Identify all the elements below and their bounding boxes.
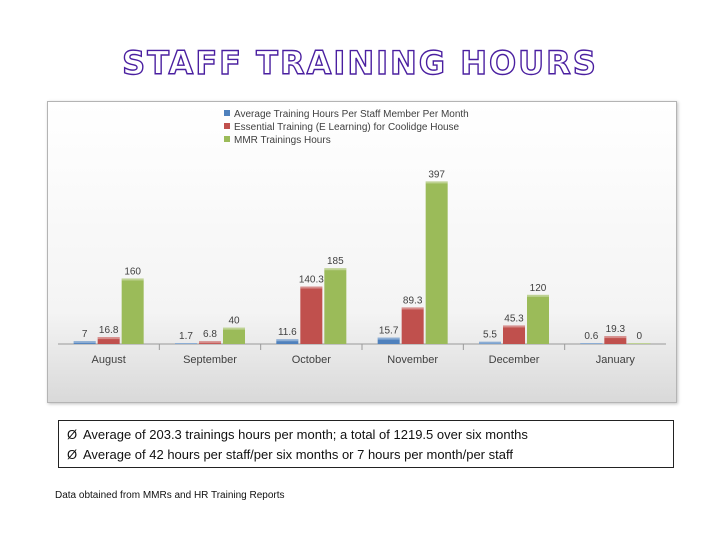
bar [580, 343, 603, 344]
bar [628, 343, 651, 344]
bar [175, 343, 197, 344]
data-label: 11.6 [278, 327, 297, 338]
note-line: Ø Average of 203.3 trainings hours per mo… [67, 425, 665, 445]
arrow-bullet-icon: Ø [67, 427, 78, 442]
data-label: 1.7 [179, 331, 193, 342]
bar-highlight [175, 343, 197, 344]
bar [425, 181, 448, 344]
bar [401, 307, 424, 344]
legend-swatch [224, 123, 230, 129]
bar-highlight [479, 341, 501, 344]
category-label: December [489, 354, 540, 366]
legend-label: Average Training Hours Per Staff Member … [234, 109, 469, 120]
bar-highlight [503, 325, 525, 328]
bar-highlight [324, 268, 347, 271]
bar-highlight [401, 307, 424, 310]
bar-highlight [580, 343, 603, 344]
bar-highlight [527, 294, 549, 297]
bar [97, 337, 120, 344]
bar-highlight [604, 336, 627, 339]
data-label: 15.7 [379, 326, 399, 337]
data-label: 6.8 [203, 329, 217, 340]
bar [121, 278, 144, 344]
data-label: 185 [327, 256, 344, 267]
bar-highlight [377, 337, 400, 340]
bar [324, 268, 347, 344]
arrow-bullet-icon: Ø [67, 447, 78, 462]
bar-chart: Average Training Hours Per Staff Member … [58, 109, 666, 366]
notes-box: Ø Average of 203.3 trainings hours per mo… [58, 420, 674, 468]
bar [479, 341, 501, 344]
category-label: January [596, 354, 636, 366]
bar-highlight [628, 343, 651, 344]
legend-swatch [224, 110, 230, 116]
chart-area: Average Training Hours Per Staff Member … [47, 101, 677, 403]
data-label: 120 [530, 283, 547, 294]
bar [199, 341, 221, 344]
bar-highlight [121, 278, 144, 281]
bar [223, 327, 245, 344]
legend-label: Essential Training (E Learning) for Cool… [234, 122, 460, 133]
data-label: 89.3 [403, 295, 423, 306]
data-label: 160 [124, 266, 141, 277]
category-label: October [292, 354, 331, 366]
data-label: 40 [228, 316, 240, 327]
bar-highlight [425, 181, 448, 184]
bar [377, 337, 400, 344]
note-text: Average of 203.3 trainings hours per mon… [83, 427, 528, 442]
bar [527, 294, 549, 344]
category-label: August [92, 354, 126, 366]
bar-highlight [223, 327, 245, 330]
bar [604, 336, 627, 344]
category-label: November [387, 354, 438, 366]
bar-highlight [276, 339, 299, 342]
data-label: 5.5 [483, 330, 497, 341]
data-label: 16.8 [99, 325, 119, 336]
data-label: 19.3 [606, 324, 626, 335]
legend-swatch [224, 136, 230, 142]
category-label: September [183, 354, 237, 366]
bar [503, 325, 525, 344]
bar [300, 286, 323, 344]
bar-highlight [97, 337, 120, 340]
legend-label: MMR Trainings Hours [234, 135, 331, 146]
slide-title: STAFF TRAINING HOURS [121, 43, 598, 82]
bar [276, 339, 299, 344]
source-note: Data obtained from MMRs and HR Training … [55, 490, 285, 501]
bar-highlight [73, 341, 96, 344]
bar [73, 341, 96, 344]
data-label: 45.3 [504, 313, 524, 324]
data-label: 7 [82, 329, 88, 340]
note-text: Average of 42 hours per staff/per six mo… [83, 447, 513, 462]
data-label: 0.6 [584, 331, 598, 342]
data-label: 397 [428, 169, 445, 180]
data-label: 140.3 [299, 275, 324, 286]
data-label: 0 [637, 331, 643, 342]
bar-highlight [199, 341, 221, 344]
bar-highlight [300, 286, 323, 289]
note-line: Ø Average of 42 hours per staff/per six m… [67, 445, 665, 465]
